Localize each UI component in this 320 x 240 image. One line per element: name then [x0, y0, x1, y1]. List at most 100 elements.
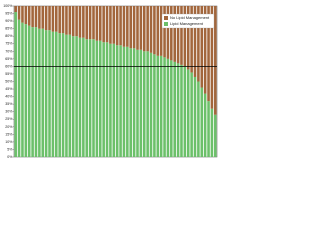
y-tick-label: 35% [5, 102, 13, 106]
bar-segment [176, 6, 180, 64]
y-tick-label: 95% [5, 12, 13, 16]
bar-segment [170, 60, 173, 157]
bar-segment [14, 12, 17, 158]
bar-segment [146, 6, 149, 52]
bar-segment [17, 6, 21, 20]
bar-segment [197, 81, 200, 157]
bar-segment [126, 46, 129, 157]
bar-segment [159, 55, 163, 157]
y-tick-label: 10% [5, 140, 13, 144]
bar-segment [126, 6, 129, 47]
bar-segment [109, 6, 112, 44]
bar-segment [21, 22, 24, 157]
bar-segment [207, 6, 210, 102]
bar-segment [44, 30, 48, 157]
bar-segment [136, 6, 139, 50]
bar-segment [41, 28, 45, 158]
y-tick-label: 90% [5, 19, 13, 23]
bar-segment [105, 42, 109, 157]
page: {"chart_data": {"type": "stacked-bar", "… [3, 3, 218, 159]
bar-segment [122, 6, 126, 47]
bar-segment [51, 31, 55, 158]
bar-segment [48, 6, 51, 31]
bar-segment [31, 6, 34, 28]
bar-segment [153, 6, 156, 55]
bar-segment [102, 6, 105, 43]
bar-segment [183, 66, 187, 157]
bar-segment [132, 6, 136, 49]
bar-segment [95, 40, 99, 158]
y-tick-label: 15% [5, 132, 13, 136]
bar-segment [14, 6, 17, 13]
bar-segment [34, 27, 38, 157]
bar-segment [119, 6, 122, 46]
bar-segment [193, 76, 197, 157]
bar-segment [149, 6, 153, 53]
bar-segment [65, 6, 68, 35]
bar-segment [112, 6, 116, 44]
bar-segment [197, 6, 200, 82]
bar-segment [142, 6, 146, 52]
bar-segment [139, 49, 143, 157]
bar-segment [92, 6, 95, 40]
bar-segment [180, 64, 183, 157]
bar-segment [190, 6, 193, 73]
y-tick-label: 50% [5, 79, 13, 83]
bar-segment [38, 28, 41, 158]
bar-segment [156, 55, 160, 157]
bar-segment [122, 46, 126, 157]
bar-segment [129, 48, 133, 157]
bar-segment [149, 52, 153, 158]
bar-segment [132, 48, 136, 157]
bar-segment [68, 34, 72, 157]
legend-swatch [164, 22, 168, 26]
bar-segment [41, 6, 45, 29]
bar-segment [75, 6, 78, 37]
bar-segment [78, 37, 82, 157]
bar-segment [166, 58, 170, 157]
bar-segment [129, 6, 133, 49]
bar-segment [61, 33, 65, 157]
y-tick-label: 100% [3, 4, 13, 8]
bar-segment [88, 6, 92, 40]
legend-label: Lipid Management [170, 21, 204, 26]
bar-segment [85, 6, 89, 40]
bar-segment [203, 6, 207, 94]
bar-segment [51, 6, 55, 32]
bar-segment [180, 6, 183, 65]
bar-segment [85, 39, 89, 157]
y-tick-label: 0% [7, 155, 13, 159]
y-tick-label: 5% [7, 147, 13, 151]
bar-segment [98, 6, 102, 41]
bar-segment [34, 6, 38, 28]
bar-segment [82, 37, 85, 157]
y-tick-label: 75% [5, 42, 13, 46]
bar-segment [183, 6, 187, 67]
bar-segment [88, 39, 92, 157]
y-tick-label: 60% [5, 64, 13, 68]
bar-segment [65, 34, 68, 157]
bar-segment [176, 63, 180, 157]
bar-segment [163, 6, 166, 58]
bar-segment [193, 6, 197, 77]
bar-segment [170, 6, 173, 61]
bar-segment [153, 54, 156, 157]
bar-segment [207, 101, 210, 157]
bar-segment [55, 6, 58, 32]
legend-label: No Lipid Management [170, 15, 210, 20]
y-tick-label: 30% [5, 110, 13, 114]
bar-segment [115, 6, 119, 46]
bar-segment [173, 61, 176, 158]
bar-segment [163, 57, 166, 158]
bar-segment [71, 6, 75, 37]
bar-segment [200, 87, 204, 157]
y-tick-label: 85% [5, 27, 13, 31]
bar-segment [78, 6, 82, 38]
bar-segment [115, 45, 119, 158]
y-tick-label: 40% [5, 95, 13, 99]
bar-segment [186, 6, 190, 70]
bar-segment [61, 6, 65, 34]
bar-segment [98, 40, 102, 158]
bar-segment [44, 6, 48, 31]
bar-segment [210, 108, 214, 157]
